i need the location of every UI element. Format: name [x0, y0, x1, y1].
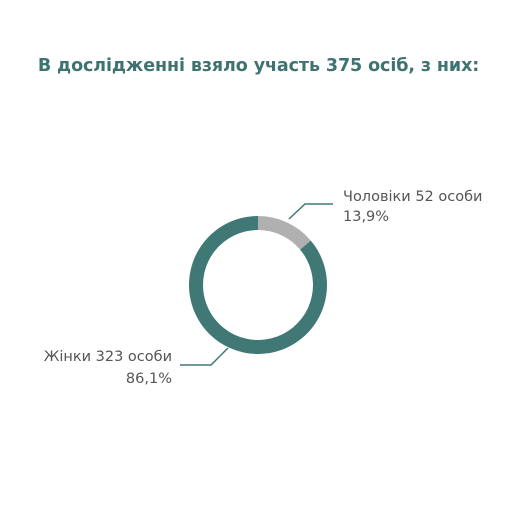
label-men-name: Чоловіки 52 особи — [343, 189, 482, 205]
label-women-percent: 86,1% — [126, 371, 172, 387]
label-women-name: Жінки 323 особи — [44, 349, 172, 365]
donut-slice-men — [258, 216, 311, 250]
leader-line-women — [180, 347, 229, 366]
page-title: В дослідженні взяло участь 375 осіб, з н… — [37, 56, 480, 76]
label-men-percent: 13,9% — [343, 209, 389, 225]
leader-line-men — [288, 203, 333, 220]
donut-slices — [188, 216, 327, 355]
